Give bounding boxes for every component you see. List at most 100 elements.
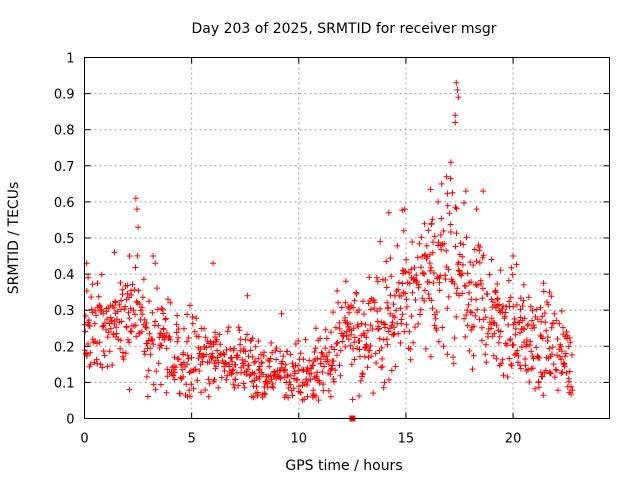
data-point [535, 353, 542, 360]
data-point [408, 313, 415, 320]
data-point [269, 383, 275, 390]
data-point [520, 297, 527, 304]
data-point [180, 359, 187, 366]
data-point [409, 239, 416, 245]
data-point [403, 256, 410, 263]
data-point [338, 304, 345, 311]
data-point [187, 393, 193, 400]
data-point [120, 356, 127, 363]
data-point [330, 309, 337, 316]
data-point [406, 280, 413, 287]
data-point [223, 376, 230, 383]
data-point [426, 279, 433, 286]
chart-title: Day 203 of 2025, SRMTID for receiver msg… [192, 21, 497, 37]
data-point [539, 335, 546, 342]
data-point [351, 356, 358, 363]
data-point [430, 280, 437, 286]
data-point [322, 345, 329, 352]
data-point [399, 280, 406, 287]
data-point [442, 276, 449, 283]
data-point [94, 280, 101, 287]
data-point [189, 320, 196, 327]
data-point [470, 352, 477, 359]
data-point [138, 328, 145, 335]
data-point [240, 362, 247, 369]
data-point [517, 314, 524, 321]
data-point [560, 324, 566, 331]
data-point [444, 190, 451, 197]
data-point [533, 344, 540, 351]
data-point [187, 302, 193, 309]
data-point [418, 264, 424, 271]
data-point [537, 369, 544, 376]
data-point [82, 328, 89, 335]
data-point [331, 346, 338, 353]
data-point [388, 367, 395, 374]
data-points [81, 79, 576, 422]
data-point [454, 285, 461, 292]
data-point [184, 311, 191, 318]
data-point [450, 360, 457, 367]
data-point [225, 361, 232, 368]
data-point [104, 316, 111, 323]
data-point [99, 364, 106, 371]
data-point [473, 258, 480, 265]
data-point [241, 384, 248, 391]
data-point [542, 367, 549, 374]
data-point [324, 356, 331, 363]
data-point [140, 276, 147, 283]
data-point [447, 229, 454, 235]
data-point [462, 333, 469, 340]
data-point [364, 327, 371, 334]
data-point [449, 189, 456, 196]
data-point [495, 339, 502, 346]
data-point [209, 350, 216, 357]
data-point [533, 306, 540, 313]
data-point [214, 347, 221, 354]
data-point [270, 384, 277, 391]
data-point [438, 215, 445, 222]
data-point [385, 328, 392, 335]
data-point [425, 227, 432, 234]
data-point [139, 294, 146, 301]
data-point [135, 287, 142, 294]
data-point [453, 79, 460, 86]
data-point [479, 285, 486, 292]
data-point [253, 374, 260, 381]
data-point [386, 376, 392, 383]
data-point [372, 350, 379, 357]
data-point [367, 342, 374, 349]
data-point [493, 322, 500, 329]
data-point [129, 281, 136, 288]
data-point [195, 333, 202, 340]
data-point [385, 304, 392, 311]
data-point [350, 345, 356, 352]
data-point [511, 352, 518, 358]
data-point [105, 329, 112, 336]
data-point [85, 274, 92, 281]
data-point [175, 356, 182, 363]
data-point [277, 375, 284, 382]
data-point [104, 334, 111, 341]
data-point [173, 329, 180, 336]
data-point [321, 353, 328, 360]
data-point [143, 325, 150, 331]
data-point [435, 198, 442, 205]
data-point [407, 346, 414, 353]
data-point [342, 343, 349, 350]
data-point [527, 303, 534, 310]
data-point [201, 325, 208, 332]
data-point [163, 330, 170, 336]
data-point [494, 295, 501, 302]
data-point [126, 253, 133, 259]
data-point [232, 361, 239, 368]
data-point [319, 369, 326, 375]
data-point [377, 305, 383, 312]
data-point [132, 264, 139, 271]
y-tick-label: 0.7 [54, 160, 75, 175]
data-point [507, 294, 514, 301]
data-point [126, 315, 133, 322]
data-point [320, 381, 327, 388]
data-point [479, 254, 486, 261]
